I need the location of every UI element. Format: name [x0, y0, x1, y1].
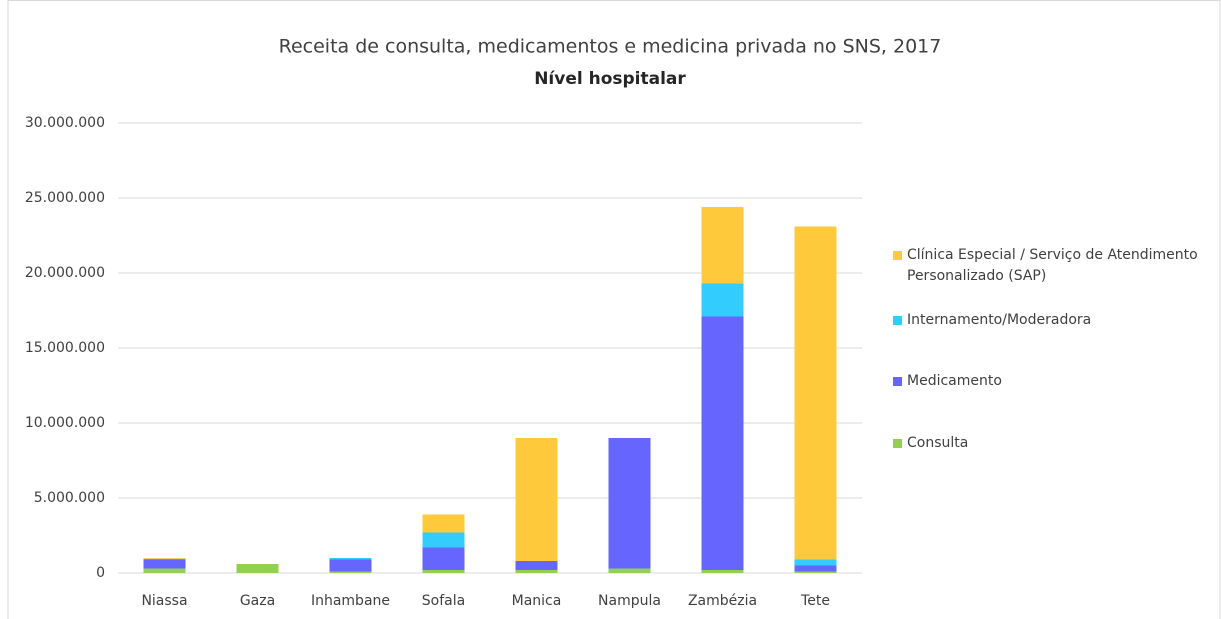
- bar-segment: [422, 514, 465, 533]
- bar-segment: [515, 561, 558, 570]
- legend-item: Internamento/Moderadora: [893, 310, 1213, 331]
- legend-label: Internamento/Moderadora: [907, 312, 1092, 328]
- chart-title: Receita de consulta, medicamentos e medi…: [279, 36, 942, 58]
- bar-segment: [329, 558, 372, 560]
- bar-segment: [701, 207, 744, 284]
- bar-segment: [608, 568, 651, 573]
- legend-swatch: [893, 316, 902, 325]
- bar-segment: [422, 532, 465, 548]
- x-tick-label: Niassa: [141, 593, 187, 609]
- x-tick-label: Manica: [512, 593, 562, 609]
- x-tick-label: Sofala: [422, 593, 465, 609]
- x-tick-label: Nampula: [598, 593, 661, 609]
- y-tick-label: 30.000.000: [25, 115, 105, 131]
- y-tick-label: 10.000.000: [25, 415, 105, 431]
- legend-swatch: [893, 377, 902, 386]
- legend-label: Consulta: [907, 435, 969, 451]
- bar-segment: [701, 570, 744, 573]
- y-tick-label: 20.000.000: [25, 265, 105, 281]
- bar-segment: [701, 283, 744, 317]
- y-tick-label: 15.000.000: [25, 340, 105, 356]
- bar-segment: [608, 438, 651, 569]
- chart-subtitle: Nível hospitalar: [534, 69, 686, 89]
- x-tick-label: Inhambane: [311, 593, 390, 609]
- legend-label: Clínica Especial / Serviço de Atendiment…: [907, 247, 1198, 284]
- x-tick-label: Zambézia: [688, 593, 757, 609]
- bar-segment: [143, 559, 186, 569]
- bar-segment: [329, 571, 372, 573]
- bar-segment: [143, 558, 186, 560]
- bar-segment: [794, 565, 837, 572]
- legend-item: Consulta: [893, 433, 1213, 454]
- bar-segment: [794, 559, 837, 566]
- y-tick-label: 25.000.000: [25, 190, 105, 206]
- bar-segment: [236, 564, 279, 573]
- bar-segment: [794, 226, 837, 560]
- bar-segment: [794, 571, 837, 573]
- y-tick-label: 5.000.000: [34, 490, 105, 506]
- legend-item: Medicamento: [893, 371, 1213, 392]
- bar-segment: [515, 438, 558, 561]
- bar-segment: [143, 558, 186, 559]
- legend-label: Medicamento: [907, 373, 1002, 389]
- bar-segment: [422, 570, 465, 573]
- bar-segment: [422, 547, 465, 570]
- legend-swatch: [893, 251, 902, 260]
- x-tick-label: Gaza: [240, 593, 275, 609]
- bar-segment: [143, 568, 186, 573]
- bar-segment: [701, 316, 744, 570]
- chart-border: [7, 0, 1221, 619]
- bar-segment: [329, 559, 372, 572]
- x-tick-label: Tete: [800, 593, 830, 609]
- bar-segment: [515, 570, 558, 573]
- y-tick-label: 0: [96, 565, 105, 581]
- legend-swatch: [893, 439, 902, 448]
- legend-item: Clínica Especial / Serviço de Atendiment…: [893, 245, 1213, 287]
